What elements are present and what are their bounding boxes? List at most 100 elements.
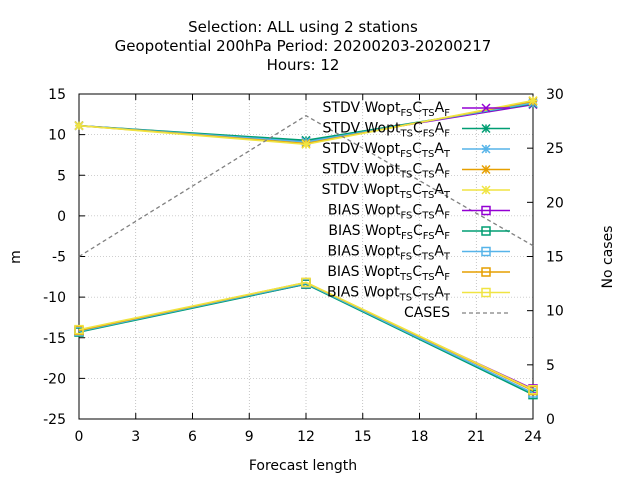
y-axis-label: m <box>8 250 24 264</box>
legend-label-text: BIAS Wopt <box>328 203 401 219</box>
legend-label-text: C <box>412 285 422 301</box>
x-tick-label: 15 <box>354 429 372 445</box>
legend-label-subscript: FS <box>401 231 413 242</box>
legend-label-subscript: TS <box>421 272 434 283</box>
series-line <box>78 283 534 396</box>
y-tick-label: 0 <box>57 209 66 225</box>
legend-entry-3: STDV WoptFSCTSAT <box>322 141 510 160</box>
legend-label-text: C <box>412 141 422 157</box>
title-line-3: Hours: 12 <box>267 56 340 74</box>
legend-label-text: STDV Wopt <box>323 100 401 116</box>
legend-label-subscript: FS <box>400 149 412 160</box>
series-7 <box>74 279 538 400</box>
legend-label-text: A <box>435 223 445 239</box>
legend-marker <box>481 205 491 216</box>
y2-tick-label: 0 <box>546 412 555 428</box>
legend-label-subscript: TS <box>421 108 434 119</box>
legend-entry-7: BIAS WoptFSCFSAF <box>328 223 510 242</box>
ticks: 0 3 6 9 12 15 18 21 24 -25 -20 -15 -10 -5 0 5 10 15 0 5 10 15… <box>43 87 564 445</box>
legend-marker <box>481 267 491 277</box>
legend-label-subscript: T <box>443 149 451 160</box>
legend-label-subscript: T <box>443 252 451 263</box>
chart-title: Selection: ALL using 2 stations Geopoten… <box>115 18 492 74</box>
legend-label-text: BIAS Wopt <box>328 223 401 239</box>
legend-label-text: A <box>434 141 444 157</box>
legend-label-subscript: TS <box>421 211 434 222</box>
data-point <box>528 385 538 395</box>
series-group <box>74 95 538 400</box>
y-tick-label: 10 <box>48 128 66 144</box>
y-tick-label: -20 <box>43 371 66 387</box>
legend-label: BIAS WoptFSCTSAF <box>328 203 450 222</box>
legend-entry-1: STDV WoptFSCTSAF <box>323 100 510 119</box>
legend-label-subscript: T <box>443 190 451 201</box>
legend-label: BIAS WoptFSCFSAF <box>328 223 450 242</box>
legend-label-text: BIAS Wopt <box>328 244 401 260</box>
y-tick-label: -25 <box>43 412 66 428</box>
x-tick-label: 18 <box>411 429 429 445</box>
legend-label-subscript: TS <box>399 129 412 140</box>
y2-axis-label: No cases <box>600 226 616 289</box>
title-line-2: Geopotential 200hPa Period: 20200203-202… <box>115 37 492 55</box>
legend-label-subscript: TS <box>399 190 412 201</box>
x-axis-label: Forecast length <box>249 458 357 474</box>
series-3 <box>74 98 538 147</box>
legend-label-subscript: F <box>444 211 450 222</box>
legend-label-text: STDV Wopt <box>323 121 401 137</box>
legend-label-text: BIAS Wopt <box>327 264 400 280</box>
x-tick-label: 12 <box>297 429 315 445</box>
legend-label-text: STDV Wopt <box>322 182 400 198</box>
legend-entry-10: BIAS WoptTSCTSAT <box>327 285 510 304</box>
legend-label: STDV WoptFSCTSAT <box>322 141 451 160</box>
legend-label: BIAS WoptFSCTSAT <box>328 244 451 263</box>
y-tick-label: 5 <box>57 168 66 184</box>
legend-label-text: C <box>412 100 422 116</box>
series-4 <box>74 96 538 149</box>
legend-label-subscript: F <box>444 272 450 283</box>
legend-label-subscript: F <box>444 231 450 242</box>
legend-label: STDV WoptTSCFSAF <box>323 121 451 140</box>
series-11 <box>78 114 534 258</box>
legend-label-text: C <box>412 203 422 219</box>
legend-label: BIAS WoptTSCTSAF <box>327 264 450 283</box>
legend-label-text: A <box>434 285 444 301</box>
series-10 <box>74 277 538 395</box>
legend-label: CASES <box>404 305 450 321</box>
data-point <box>301 277 311 288</box>
series-5 <box>74 95 538 149</box>
legend-entry-9: BIAS WoptTSCTSAF <box>327 264 510 283</box>
legend-label-subscript: FS <box>423 129 435 140</box>
legend-entry-6: BIAS WoptFSCTSAF <box>328 203 510 222</box>
legend-label-subscript: TS <box>421 190 434 201</box>
x-tick-label: 24 <box>524 429 542 445</box>
legend-label-subscript: TS <box>421 149 434 160</box>
legend-label-text: C <box>413 121 423 137</box>
legend-marker <box>481 226 491 236</box>
legend-label-text: C <box>412 182 422 198</box>
legend-label-subscript: FS <box>423 231 435 242</box>
legend-marker <box>481 103 491 113</box>
legend-label-text: A <box>434 182 444 198</box>
y-tick-label: -10 <box>43 290 66 306</box>
x-tick-label: 21 <box>467 429 485 445</box>
legend-label-subscript: TS <box>399 293 412 304</box>
legend-label-text: C <box>412 244 422 260</box>
legend-label-text: A <box>435 203 445 219</box>
y2-tick-label: 10 <box>546 304 564 320</box>
legend-label-text: A <box>434 244 444 260</box>
legend-label-subscript: T <box>443 293 451 304</box>
x-tick-label: 9 <box>245 429 254 445</box>
legend-marker <box>481 246 491 257</box>
legend-entry-4: STDV WoptTSCTSAF <box>322 162 510 181</box>
data-point <box>74 324 84 335</box>
legend-label: STDV WoptTSCTSAT <box>322 182 451 201</box>
y-tick-label: -5 <box>52 250 66 266</box>
legend-marker <box>481 287 491 298</box>
legend-label-text: A <box>435 100 445 116</box>
legend-label-text: STDV Wopt <box>322 141 400 157</box>
legend-label-text: C <box>412 162 422 178</box>
y-tick-label: -15 <box>43 331 66 347</box>
